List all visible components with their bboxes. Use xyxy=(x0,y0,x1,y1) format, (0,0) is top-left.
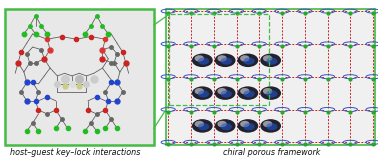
Ellipse shape xyxy=(221,58,232,65)
Ellipse shape xyxy=(198,90,209,97)
Ellipse shape xyxy=(243,90,255,97)
Ellipse shape xyxy=(198,58,209,65)
Ellipse shape xyxy=(192,86,213,100)
Ellipse shape xyxy=(192,119,213,133)
Ellipse shape xyxy=(263,55,272,62)
Ellipse shape xyxy=(240,88,249,94)
Ellipse shape xyxy=(217,121,227,127)
Ellipse shape xyxy=(198,123,209,130)
Ellipse shape xyxy=(260,54,281,67)
Ellipse shape xyxy=(240,55,249,62)
Ellipse shape xyxy=(195,121,204,127)
Ellipse shape xyxy=(266,58,277,65)
Ellipse shape xyxy=(195,88,204,94)
Ellipse shape xyxy=(237,54,258,67)
Ellipse shape xyxy=(215,54,235,67)
Ellipse shape xyxy=(215,86,235,100)
Text: chiral porous framework: chiral porous framework xyxy=(223,149,320,157)
Ellipse shape xyxy=(195,55,204,62)
Ellipse shape xyxy=(237,86,258,100)
Ellipse shape xyxy=(217,88,227,94)
Ellipse shape xyxy=(266,123,277,130)
Ellipse shape xyxy=(192,54,213,67)
Ellipse shape xyxy=(237,119,258,133)
Bar xyxy=(169,14,269,105)
Ellipse shape xyxy=(221,90,232,97)
Ellipse shape xyxy=(260,119,281,133)
Ellipse shape xyxy=(243,123,255,130)
Ellipse shape xyxy=(215,119,235,133)
Ellipse shape xyxy=(263,121,272,127)
Ellipse shape xyxy=(266,90,277,97)
Ellipse shape xyxy=(263,88,272,94)
Ellipse shape xyxy=(240,121,249,127)
Text: host–guest key–lock interactions: host–guest key–lock interactions xyxy=(11,149,141,157)
Ellipse shape xyxy=(260,86,281,100)
Ellipse shape xyxy=(217,55,227,62)
Ellipse shape xyxy=(243,58,255,65)
Ellipse shape xyxy=(221,123,232,130)
Bar xyxy=(166,9,375,145)
Bar xyxy=(5,9,154,145)
